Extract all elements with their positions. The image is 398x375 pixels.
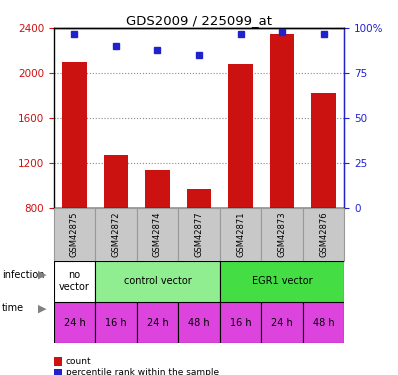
Bar	[54, 302, 95, 343]
Bar	[311, 93, 336, 208]
Bar	[137, 302, 178, 343]
Text: infection: infection	[2, 270, 45, 279]
Bar	[95, 261, 220, 302]
Bar	[269, 34, 295, 208]
Text: 16 h: 16 h	[230, 318, 251, 327]
Bar	[54, 208, 95, 261]
Text: 48 h: 48 h	[313, 318, 334, 327]
Text: GSM42871: GSM42871	[236, 211, 245, 257]
Text: GSM42877: GSM42877	[195, 211, 203, 257]
Text: time: time	[2, 303, 24, 313]
Bar	[103, 155, 129, 208]
Bar	[145, 170, 170, 208]
Bar	[178, 208, 220, 261]
Text: GSM42873: GSM42873	[277, 211, 287, 257]
Text: GSM42875: GSM42875	[70, 211, 79, 257]
Text: 48 h: 48 h	[188, 318, 210, 327]
Bar	[220, 208, 261, 261]
Text: no
vector: no vector	[59, 270, 90, 292]
Bar	[303, 208, 344, 261]
Bar	[54, 261, 95, 302]
Text: count: count	[66, 357, 91, 366]
Text: 24 h: 24 h	[64, 318, 85, 327]
Bar	[95, 208, 137, 261]
Text: GSM42872: GSM42872	[111, 211, 121, 257]
Bar	[220, 261, 344, 302]
Bar	[137, 208, 178, 261]
Text: 24 h: 24 h	[271, 318, 293, 327]
Text: percentile rank within the sample: percentile rank within the sample	[66, 368, 219, 375]
Bar	[261, 302, 303, 343]
Bar	[261, 208, 303, 261]
Bar	[178, 302, 220, 343]
Bar	[220, 302, 261, 343]
Text: control vector: control vector	[124, 276, 191, 286]
Text: EGR1 vector: EGR1 vector	[252, 276, 312, 286]
Title: GDS2009 / 225099_at: GDS2009 / 225099_at	[126, 14, 272, 27]
Text: GSM42874: GSM42874	[153, 211, 162, 257]
Bar	[95, 302, 137, 343]
Text: 16 h: 16 h	[105, 318, 127, 327]
Text: ▶: ▶	[37, 303, 46, 313]
Bar	[303, 302, 344, 343]
Bar	[62, 62, 87, 208]
Text: 24 h: 24 h	[146, 318, 168, 327]
Text: ▶: ▶	[37, 270, 46, 279]
Bar	[187, 189, 211, 208]
Text: GSM42876: GSM42876	[319, 211, 328, 257]
Bar	[228, 64, 253, 208]
